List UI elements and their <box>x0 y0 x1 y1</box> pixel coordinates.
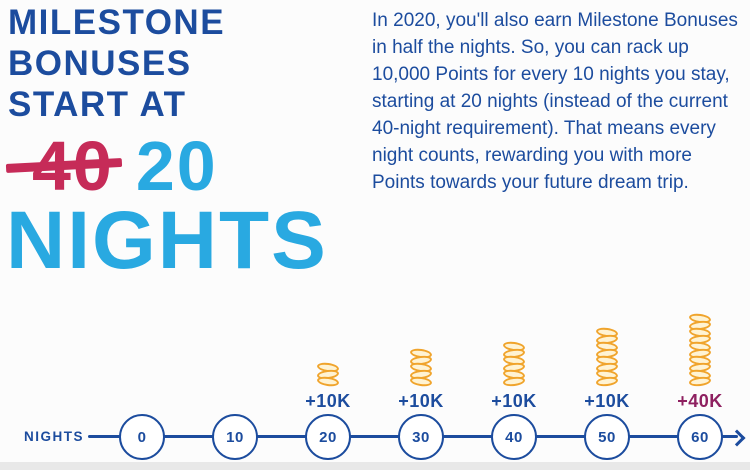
old-night-requirement: 40 <box>32 127 114 205</box>
milestone-node-30: 30 <box>398 414 444 460</box>
coin-icon <box>688 375 712 388</box>
coin-icon <box>502 375 526 388</box>
coin-stack-icon-60 <box>688 312 712 388</box>
night-requirement-change: 40 20 <box>32 130 218 202</box>
headline-line-1: MILESTONE <box>8 3 226 42</box>
coin-icon <box>595 375 619 388</box>
bottom-divider <box>0 462 750 470</box>
headline: MILESTONE BONUSES START AT <box>8 2 225 125</box>
coin-stack-icon-40 <box>502 340 526 388</box>
coin-stack-icon-30 <box>409 347 433 388</box>
description-paragraph: In 2020, you'll also earn Milestone Bonu… <box>372 10 738 193</box>
milestone-node-60: 60 <box>677 414 723 460</box>
bonus-label-20: +10K <box>305 391 351 411</box>
headline-line-3: START AT <box>8 85 187 124</box>
bonus-label-40: +10K <box>491 391 537 411</box>
timeline-arrow-icon <box>728 429 746 446</box>
coin-icon <box>409 375 433 388</box>
coin-icon <box>316 375 340 388</box>
milestone-node-0: 0 <box>119 414 165 460</box>
coin-stack-icon-50 <box>595 326 619 388</box>
bonus-label-60: +40K <box>677 391 723 411</box>
milestone-node-20: 20 <box>305 414 351 460</box>
bonus-label-30: +10K <box>398 391 444 411</box>
headline-line-2: BONUSES <box>8 44 192 83</box>
timeline-axis-label: NIGHTS <box>24 429 85 444</box>
milestone-node-10: 10 <box>212 414 258 460</box>
nights-unit-heading: NIGHTS <box>6 195 328 286</box>
milestone-node-40: 40 <box>491 414 537 460</box>
coin-stack-icon-20 <box>316 361 340 388</box>
new-night-requirement: 20 <box>135 127 218 205</box>
bonus-label-50: +10K <box>584 391 630 411</box>
milestone-node-50: 50 <box>584 414 630 460</box>
